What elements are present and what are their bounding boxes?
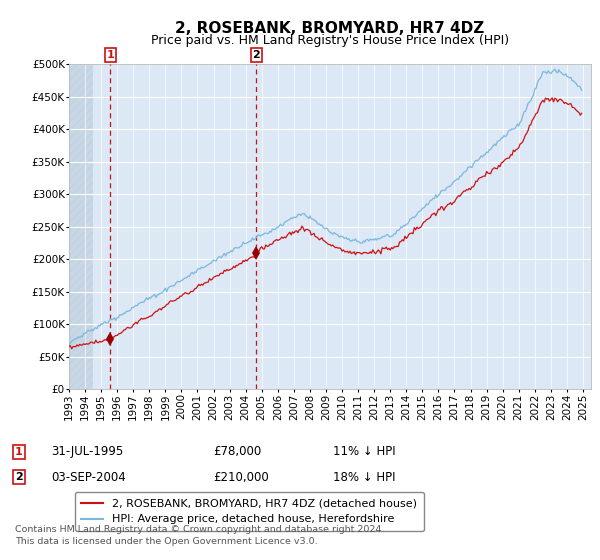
Text: 18% ↓ HPI: 18% ↓ HPI [333, 470, 395, 484]
Text: 03-SEP-2004: 03-SEP-2004 [51, 470, 126, 484]
Text: 1: 1 [15, 447, 23, 457]
Text: Price paid vs. HM Land Registry's House Price Index (HPI): Price paid vs. HM Land Registry's House … [151, 34, 509, 46]
Text: 11% ↓ HPI: 11% ↓ HPI [333, 445, 395, 459]
Text: £78,000: £78,000 [213, 445, 261, 459]
Legend: 2, ROSEBANK, BROMYARD, HR7 4DZ (detached house), HPI: Average price, detached ho: 2, ROSEBANK, BROMYARD, HR7 4DZ (detached… [74, 492, 424, 531]
Text: £210,000: £210,000 [213, 470, 269, 484]
Text: 1: 1 [107, 49, 115, 59]
Text: Contains HM Land Registry data © Crown copyright and database right 2024.
This d: Contains HM Land Registry data © Crown c… [15, 525, 385, 546]
Text: 2, ROSEBANK, BROMYARD, HR7 4DZ: 2, ROSEBANK, BROMYARD, HR7 4DZ [175, 21, 485, 36]
Text: 2: 2 [253, 49, 260, 59]
Bar [69, 64, 93, 389]
Text: 2: 2 [15, 472, 23, 482]
Text: 31-JUL-1995: 31-JUL-1995 [51, 445, 123, 459]
